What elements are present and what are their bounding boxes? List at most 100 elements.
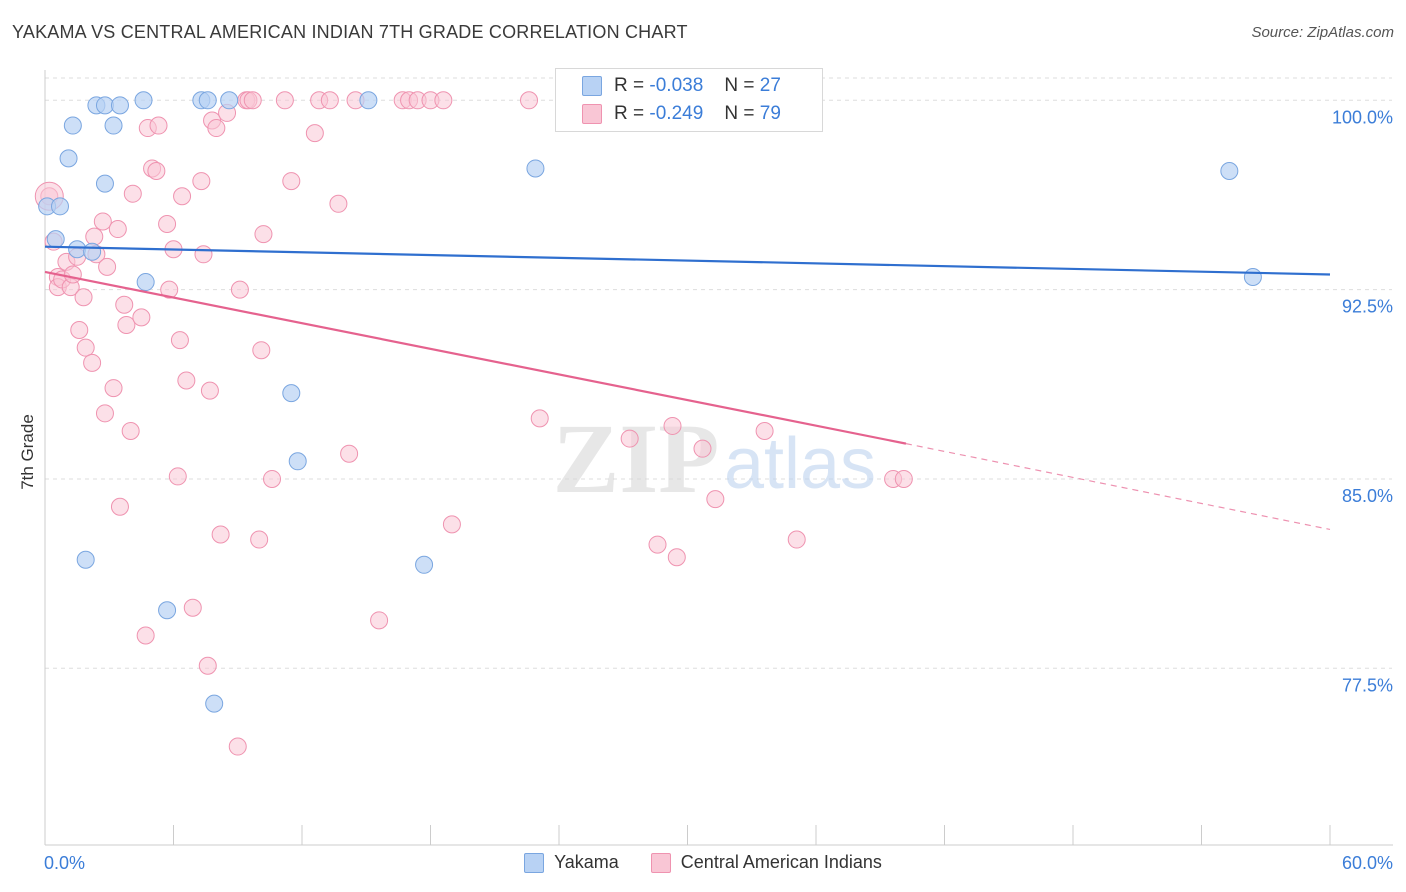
legend-n-label: N = (724, 103, 755, 124)
data-point-central-american-indians (211, 525, 230, 544)
data-point-central-american-indians (173, 187, 192, 206)
data-point-central-american-indians (83, 353, 102, 372)
data-point-central-american-indians (74, 288, 93, 307)
data-point-central-american-indians (76, 338, 95, 357)
legend-r-label: R = (614, 103, 645, 124)
data-point-central-american-indians (693, 439, 712, 458)
y-tick-label: 77.5% (1342, 675, 1393, 695)
data-point-yakama (359, 91, 378, 110)
legend-r-value-cai: -0.249 (649, 103, 704, 124)
data-point-central-american-indians (254, 225, 273, 244)
data-point-yakama (282, 384, 301, 403)
series-legend-label: Yakama (554, 852, 619, 872)
data-point-central-american-indians (110, 497, 129, 516)
series-legend-label: Central American Indians (680, 852, 882, 872)
legend-n-label: N = (724, 75, 755, 96)
data-point-central-american-indians (243, 91, 262, 110)
data-point-yakama (110, 96, 129, 115)
legend-swatch-cai (582, 104, 602, 124)
points-central-american-indians (34, 91, 913, 756)
data-point-central-american-indians (620, 429, 639, 448)
legend-r-value-yakama: -0.038 (649, 75, 704, 96)
data-point-yakama (136, 273, 155, 292)
data-point-central-american-indians (252, 341, 271, 360)
chart-title: YAKAMA VS CENTRAL AMERICAN INDIAN 7TH GR… (12, 22, 688, 42)
data-point-central-american-indians (207, 119, 226, 138)
data-point-yakama (220, 91, 239, 110)
points-yakama (38, 91, 1262, 713)
data-point-central-american-indians (95, 404, 114, 423)
data-point-central-american-indians (108, 220, 127, 239)
data-point-yakama (95, 174, 114, 193)
legend-row-cai: R = -0.249 N = 79 (582, 101, 781, 127)
watermark: ZIP atlas (553, 403, 876, 514)
data-point-yakama (1243, 268, 1262, 287)
data-point-yakama (1220, 161, 1239, 180)
data-point-central-american-indians (230, 280, 249, 299)
data-point-central-american-indians (706, 490, 725, 509)
data-point-yakama (46, 230, 65, 249)
data-point-central-american-indians (228, 737, 247, 756)
data-point-yakama (50, 197, 69, 216)
data-point-central-american-indians (329, 194, 348, 213)
data-point-yakama (134, 91, 153, 110)
data-point-yakama (288, 452, 307, 471)
data-point-central-american-indians (136, 626, 155, 645)
data-point-central-american-indians (177, 371, 196, 390)
series-legend-yakama[interactable]: Yakama (524, 852, 619, 873)
data-point-central-american-indians (121, 421, 140, 440)
data-point-yakama (68, 240, 87, 259)
correlation-legend: R = -0.038 N = 27 R = -0.249 N = 79 (555, 68, 823, 132)
series-legend-cai[interactable]: Central American Indians (650, 852, 882, 873)
data-point-central-american-indians (434, 91, 453, 110)
y-tick-label: 100.0% (1332, 107, 1393, 127)
data-point-central-american-indians (442, 515, 461, 534)
watermark-zip: ZIP (553, 403, 720, 514)
data-point-central-american-indians (787, 530, 806, 549)
gridlines (45, 77, 1392, 669)
data-point-central-american-indians (198, 656, 217, 675)
legend-n-value-cai: 79 (759, 103, 781, 124)
legend-row-yakama: R = -0.038 N = 27 (582, 73, 781, 99)
series-legend: Yakama Central American Indians (0, 852, 1406, 873)
legend-r-label: R = (614, 75, 645, 96)
data-point-central-american-indians (63, 265, 82, 284)
x-tick-label: 0.0% (44, 853, 85, 873)
data-point-central-american-indians (320, 91, 339, 110)
data-point-central-american-indians (648, 535, 667, 554)
trend-lines (44, 245, 1331, 531)
data-point-central-american-indians (520, 91, 539, 110)
data-point-central-american-indians (132, 308, 151, 327)
trend-line-yakama (44, 245, 1331, 276)
series-swatch-cai (650, 852, 671, 873)
data-point-central-american-indians (250, 530, 269, 549)
data-point-central-american-indians (183, 598, 202, 617)
x-tick-label: 60.0% (1342, 853, 1393, 873)
data-point-central-american-indians (663, 416, 682, 435)
data-point-central-american-indians (160, 280, 179, 299)
data-point-yakama (526, 159, 545, 178)
series-swatch-yakama (524, 852, 545, 873)
data-point-central-american-indians (104, 379, 123, 398)
data-point-central-american-indians (894, 469, 913, 488)
data-point-central-american-indians (667, 548, 686, 567)
data-point-yakama (205, 694, 224, 713)
data-point-central-american-indians (530, 409, 549, 428)
y-tick-label: 92.5% (1342, 297, 1393, 317)
watermark-atlas: atlas (724, 424, 876, 504)
data-point-central-american-indians (115, 295, 134, 314)
data-point-central-american-indians (149, 116, 168, 135)
legend-swatch-yakama (582, 76, 602, 96)
data-point-central-american-indians (340, 444, 359, 463)
data-point-central-american-indians (275, 91, 294, 110)
data-point-central-american-indians (85, 227, 104, 246)
data-point-central-american-indians (200, 381, 219, 400)
data-point-central-american-indians (755, 421, 774, 440)
data-point-yakama (63, 116, 82, 135)
data-point-central-american-indians (123, 184, 142, 203)
data-point-yakama (158, 601, 177, 620)
data-point-yakama (198, 91, 217, 110)
trend-line-central-american-indians-extrapolated (905, 443, 1331, 531)
source-label: Source: ZipAtlas.com (1251, 24, 1394, 41)
